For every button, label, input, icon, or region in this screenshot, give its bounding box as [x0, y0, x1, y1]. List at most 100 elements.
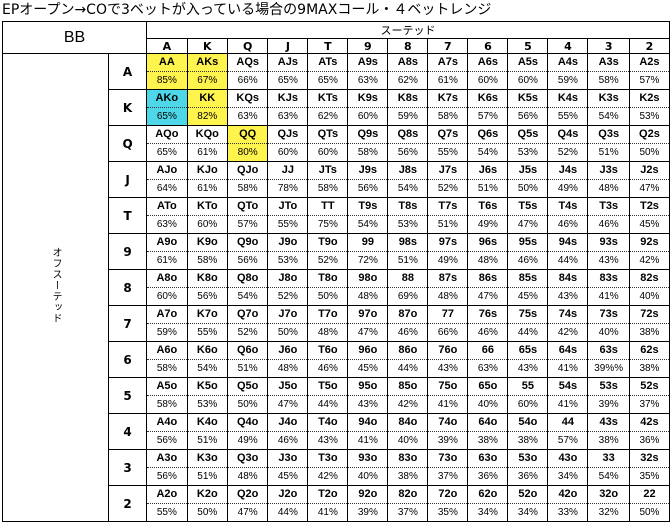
hand-name: JTo [268, 198, 308, 216]
hand-equity: 43% [557, 291, 578, 302]
hand-cell: Q4o 49% [227, 413, 268, 450]
hand-cell: J5s 50% [507, 161, 548, 198]
hand-cell: QJs 60% [267, 125, 308, 162]
hand-equity: 60% [277, 147, 298, 158]
hand-cell: 95o 43% [347, 377, 388, 414]
hand-cell: 74o 39% [427, 413, 468, 450]
hand-cell: AQo 65% [146, 125, 188, 162]
hand-cell: AKo 65% [146, 89, 188, 126]
hand-cell: KK 82% [186, 89, 228, 126]
hand-name: AQo [147, 126, 187, 144]
hand-cell: K9o 58% [186, 233, 228, 270]
hand-name: K7o [187, 306, 228, 324]
hand-cell: Q2s 50% [628, 125, 670, 162]
hand-equity: 50% [517, 183, 538, 194]
hand-cell: QTo 57% [227, 197, 268, 234]
hand-name: 85s [508, 270, 548, 288]
hand-equity: 52% [557, 147, 578, 158]
row-header: 4 [107, 413, 147, 450]
hand-cell: 32s 35% [628, 449, 670, 486]
hand-equity: 60% [517, 399, 538, 410]
hand-name: Q3o [228, 450, 268, 468]
hand-cell: T3o 42% [307, 449, 348, 486]
hand-cell: Q6s 54% [467, 125, 508, 162]
hand-equity: 43% [517, 363, 538, 374]
hand-cell: 53s 39% [587, 377, 630, 414]
hand-equity: 34% [477, 507, 498, 518]
hand-name: 65s [508, 342, 548, 360]
hand-cell: Q3s 51% [587, 125, 630, 162]
hand-name: A6o [147, 342, 187, 360]
hand-equity: 85% [156, 75, 177, 86]
column-header: J [267, 38, 308, 54]
hand-cell: K6o 54% [186, 341, 228, 378]
hand-equity: 33% [557, 507, 578, 518]
hand-name: TT [308, 198, 348, 216]
row-header: 6 [107, 341, 147, 378]
hand-equity: 54% [598, 471, 619, 482]
hand-name: 92s [629, 234, 669, 252]
hand-equity: 57% [639, 75, 660, 86]
hand-equity: 51% [598, 147, 619, 158]
hand-equity: 61% [197, 147, 218, 158]
hand-name: A2o [147, 486, 187, 504]
hand-cell: T6o 46% [307, 341, 348, 378]
hand-equity: 36% [477, 471, 498, 482]
column-header: K [186, 38, 228, 54]
hand-equity: 54% [477, 147, 498, 158]
hand-name: 96o [348, 342, 388, 360]
hand-cell: J9s 56% [347, 161, 388, 198]
hand-equity: 42% [639, 255, 660, 266]
hand-name: AKs [187, 54, 228, 72]
hand-equity: 51% [437, 219, 458, 230]
hand-name: K8o [187, 270, 228, 288]
hand-cell: T9s 54% [347, 197, 388, 234]
hand-equity: 46% [598, 219, 619, 230]
hand-name: T4s [548, 198, 588, 216]
hand-name: 93s [588, 234, 629, 252]
hand-equity: 50% [277, 327, 298, 338]
column-header: 8 [387, 38, 428, 54]
hand-equity: 52% [237, 327, 258, 338]
hand-cell: J3s 48% [587, 161, 630, 198]
hand-cell: 43s 38% [587, 413, 630, 450]
hand-name: 43s [588, 414, 629, 432]
column-header: 4 [547, 38, 588, 54]
hand-equity: 55% [156, 507, 177, 518]
hand-name: T6s [468, 198, 508, 216]
hand-name: A7o [147, 306, 187, 324]
hand-equity: 43% [317, 435, 338, 446]
hand-name: Q6o [228, 342, 268, 360]
hand-equity: 69% [397, 291, 418, 302]
hand-equity: 50% [317, 291, 338, 302]
hand-name: 74o [428, 414, 468, 432]
hand-name: J3s [588, 162, 629, 180]
hand-equity: 44% [277, 507, 298, 518]
hand-equity: 44% [517, 327, 538, 338]
hand-equity: 54% [357, 219, 378, 230]
hand-cell: Q4s 52% [547, 125, 588, 162]
hand-cell: 88 69% [387, 269, 428, 306]
column-header: 9 [347, 38, 388, 54]
hand-equity: 65% [317, 75, 338, 86]
hand-equity: 41% [598, 291, 619, 302]
hand-equity: 56% [197, 291, 218, 302]
hand-cell: KTo 60% [186, 197, 228, 234]
hand-cell: 83o 38% [387, 449, 428, 486]
hand-equity: 32% [598, 507, 619, 518]
hand-equity: 45% [357, 363, 378, 374]
hand-equity: 43% [437, 363, 458, 374]
hand-equity: 43% [598, 255, 619, 266]
hand-name: A5s [508, 54, 548, 72]
hand-equity: 41% [557, 363, 578, 374]
hand-equity: 47% [357, 327, 378, 338]
hand-name: 88 [388, 270, 428, 288]
hand-equity: 37% [437, 471, 458, 482]
hand-equity: 58% [156, 363, 177, 374]
row-header: 8 [107, 269, 147, 306]
hand-cell: A3o 56% [146, 449, 188, 486]
hand-name: 97s [428, 234, 468, 252]
hand-name: AA [147, 54, 187, 72]
hand-equity: 55% [557, 111, 578, 122]
hand-name: A4s [548, 54, 588, 72]
